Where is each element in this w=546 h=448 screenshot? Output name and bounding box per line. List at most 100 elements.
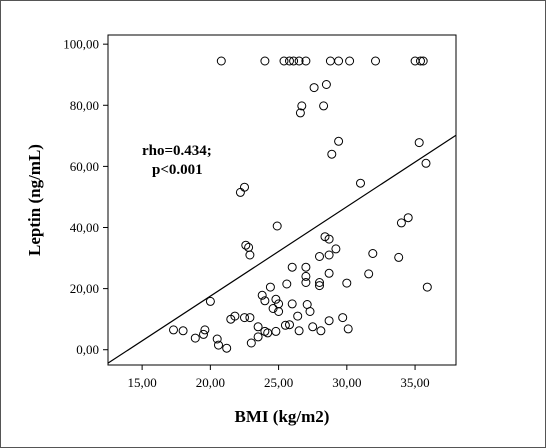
data-point	[343, 324, 353, 334]
data-point	[315, 281, 324, 291]
y-axis: 0,00 20,00 40,00 60,00 80,00 100,00	[63, 37, 108, 357]
x-tick-label: 20,00	[196, 375, 225, 390]
x-axis-title: BMI (kg/m2)	[235, 407, 330, 426]
data-point	[396, 218, 406, 228]
data-point	[295, 108, 305, 118]
data-point	[240, 182, 249, 192]
data-point	[169, 325, 178, 335]
data-point	[212, 334, 222, 344]
x-tick-label: 25,00	[264, 375, 293, 390]
data-point	[414, 138, 424, 148]
data-point	[356, 178, 365, 188]
data-point	[272, 221, 282, 231]
data-point	[294, 326, 304, 336]
data-point	[282, 279, 292, 289]
data-point	[324, 268, 334, 278]
data-point	[342, 278, 352, 288]
data-point	[289, 56, 299, 66]
data-point	[394, 252, 404, 262]
data-point	[371, 56, 380, 66]
data-point	[285, 320, 294, 330]
x-axis: 15,00 20,00 25,00 30,00 35,00	[127, 365, 430, 390]
data-point	[416, 56, 425, 66]
y-axis-title: Leptin (ng/mL)	[25, 144, 44, 256]
data-point	[287, 299, 297, 309]
annotation-rho: rho=0.434;	[142, 143, 212, 159]
x-tick-label: 30,00	[332, 375, 361, 390]
data-point	[253, 332, 263, 342]
data-point	[301, 278, 311, 287]
data-point	[274, 307, 284, 316]
data-point	[403, 213, 413, 223]
data-point	[422, 282, 432, 292]
data-point	[345, 56, 355, 66]
data-point	[319, 101, 329, 111]
data-point	[331, 244, 341, 254]
data-point	[308, 322, 318, 332]
data-point	[268, 304, 278, 313]
data-point	[421, 158, 431, 168]
data-point	[334, 136, 344, 146]
data-point	[293, 311, 303, 321]
fit-line	[107, 134, 457, 364]
data-point	[271, 326, 281, 336]
y-tick-label: 40,00	[70, 220, 99, 235]
data-point	[260, 296, 270, 306]
data-point	[271, 294, 281, 304]
x-tick-label: 15,00	[127, 375, 156, 390]
data-point	[301, 262, 311, 272]
data-point	[315, 278, 324, 287]
data-point	[230, 311, 240, 321]
x-tick-label: 35,00	[400, 375, 429, 390]
data-point	[241, 240, 251, 250]
data-point	[280, 320, 290, 330]
data-point	[265, 282, 275, 292]
data-point	[321, 80, 331, 89]
data-point	[260, 56, 270, 66]
y-tick-label: 80,00	[70, 98, 99, 113]
data-point	[316, 326, 326, 336]
data-point	[309, 83, 319, 93]
data-point	[324, 316, 334, 326]
data-point	[190, 333, 200, 343]
data-point	[305, 307, 315, 316]
data-point	[199, 329, 208, 339]
data-point	[257, 290, 267, 300]
y-tick-label: 100,00	[63, 37, 99, 52]
plot-area	[107, 34, 457, 366]
data-point	[338, 313, 348, 323]
data-point	[418, 56, 428, 66]
data-point	[240, 313, 249, 323]
annotation-p-value: p<0.001	[152, 162, 203, 178]
data-point	[246, 338, 256, 348]
y-tick-label: 20,00	[70, 281, 99, 296]
data-point	[327, 149, 337, 159]
data-point	[205, 296, 215, 306]
data-point	[178, 326, 188, 336]
data-point	[200, 325, 210, 335]
data-point	[334, 56, 344, 66]
data-point	[301, 271, 311, 281]
points-layer	[169, 56, 432, 353]
data-point	[245, 250, 255, 260]
data-point	[301, 56, 311, 66]
data-point	[214, 340, 223, 350]
data-point	[368, 249, 378, 258]
data-point	[253, 322, 263, 332]
data-point	[279, 56, 289, 66]
data-point	[297, 101, 307, 111]
data-point	[315, 252, 324, 261]
data-point	[294, 56, 304, 66]
data-point	[324, 234, 334, 244]
fit-line-layer	[107, 134, 457, 364]
data-point	[324, 250, 334, 260]
data-point	[287, 262, 297, 272]
y-tick-label: 60,00	[70, 159, 99, 174]
data-point	[245, 313, 255, 323]
data-point	[364, 269, 374, 279]
data-point	[285, 56, 294, 66]
data-point	[222, 343, 232, 353]
y-tick-label: 0,00	[76, 342, 99, 357]
